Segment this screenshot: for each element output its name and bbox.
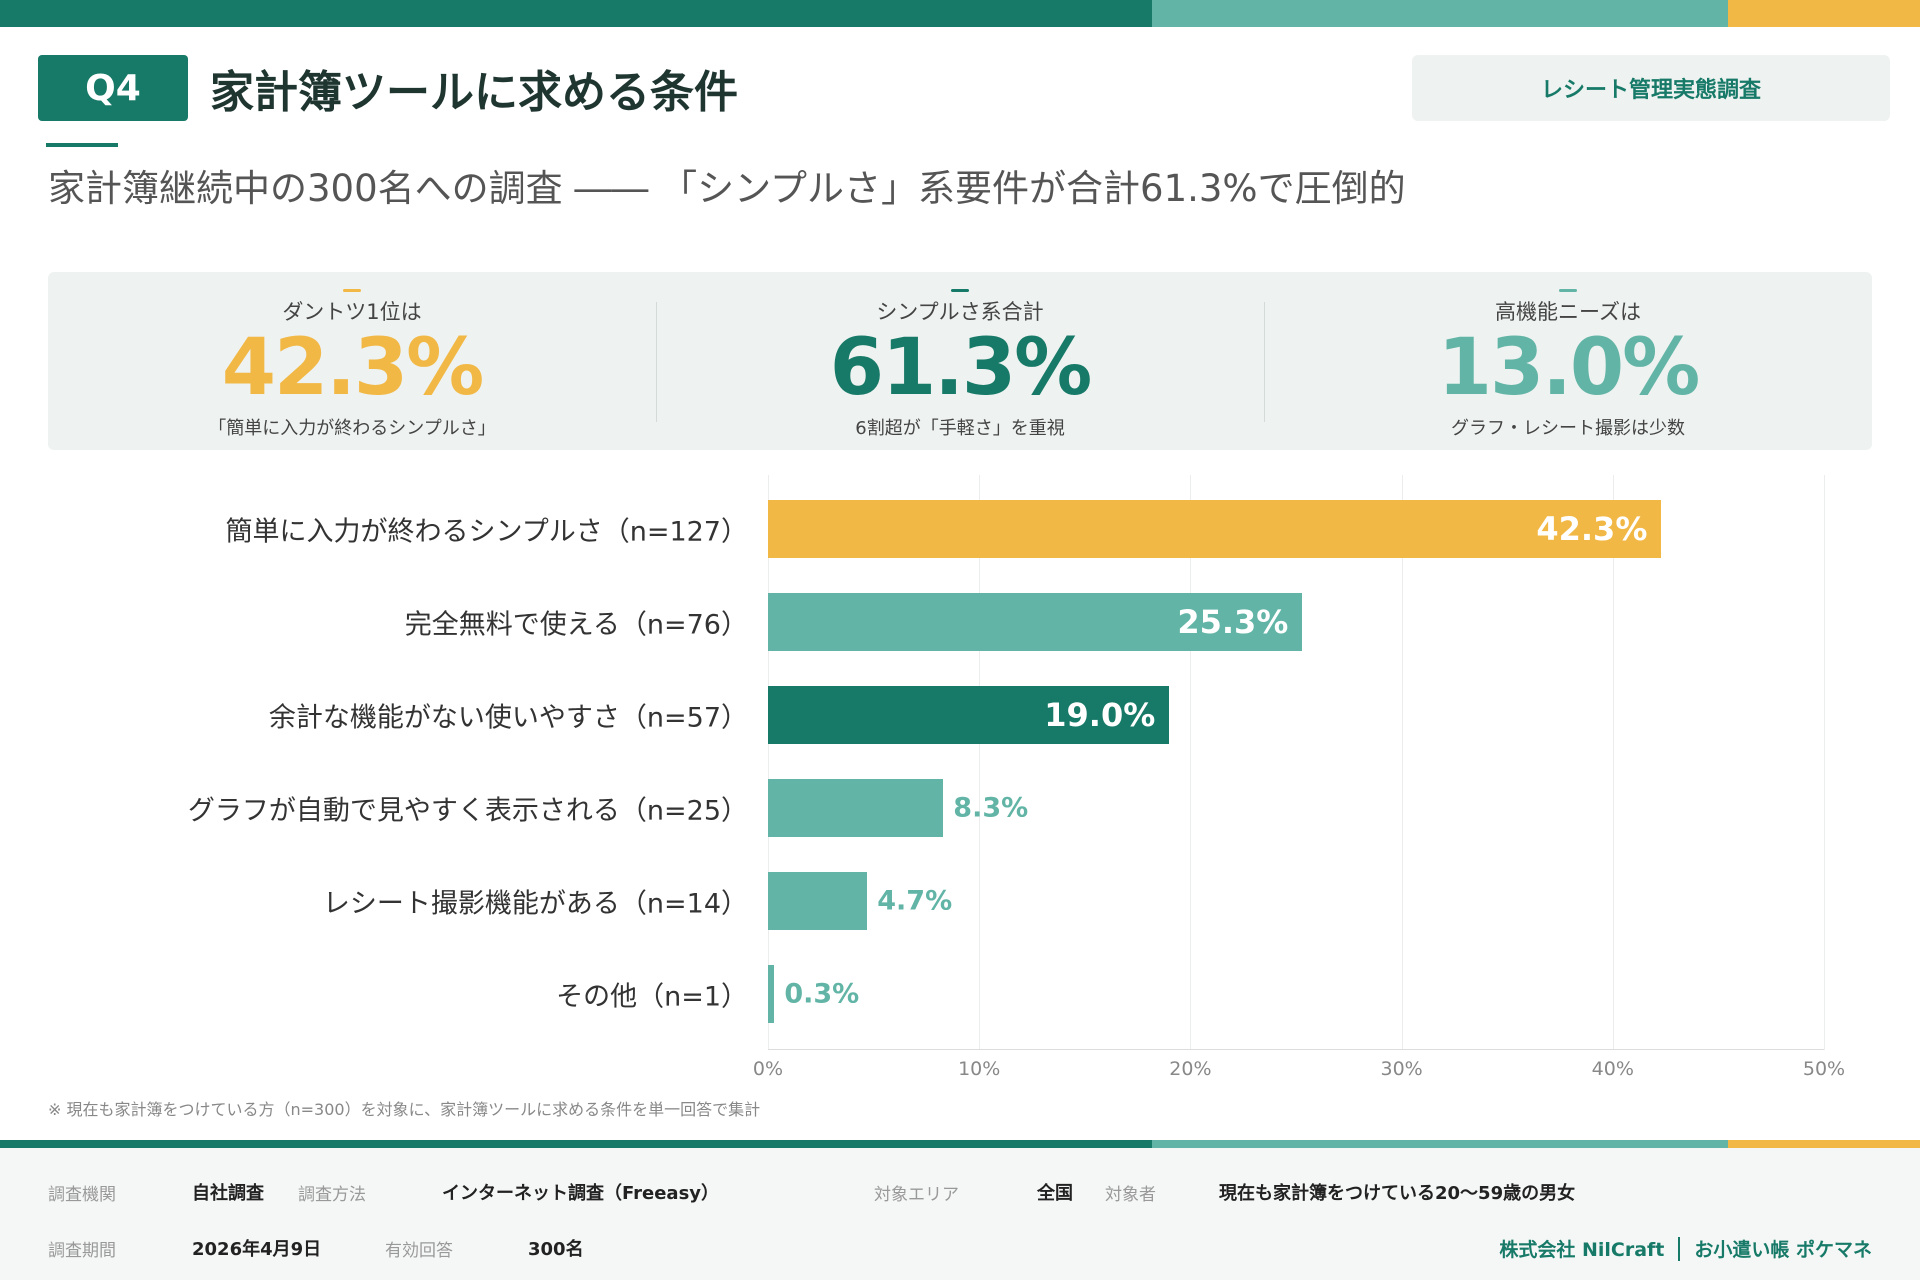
x-axis-line: [768, 1049, 1824, 1050]
x-tick-label: 20%: [1169, 1058, 1212, 1080]
product-name: お小遣い帳 ポケマネ: [1694, 1239, 1872, 1261]
x-tick-label: 10%: [958, 1058, 1001, 1080]
target-label: 対象者: [1105, 1185, 1156, 1205]
bar: [768, 965, 775, 1023]
period-label: 調査期間: [48, 1241, 116, 1261]
kpi-value: 13.0%: [1437, 323, 1701, 413]
company-name: 株式会社 NilCraft: [1499, 1239, 1665, 1261]
gridline: [979, 475, 981, 1050]
gridline: [1612, 475, 1614, 1050]
bar: 25.3%: [768, 593, 1303, 651]
target-value: 現在も家計簿をつけている20〜59歳の男女: [1219, 1183, 1576, 1204]
category-label: 簡単に入力が終わるシンプルさ（n=127）: [225, 516, 748, 548]
kpi-card: 高機能ニーズは 13.0% グラフ・レシート撮影は少数: [1264, 272, 1872, 450]
footnote: ※ 現在も家計簿をつけている方（n=300）を対象に、家計簿ツールに求める条件を…: [48, 1100, 761, 1119]
divider: [656, 302, 657, 422]
page-title: 家計簿ツールに求める条件: [210, 67, 738, 118]
kpi-label: 高機能ニーズは: [1495, 300, 1641, 324]
category-label: 余計な機能がない使いやすさ（n=57）: [268, 702, 748, 734]
data-label: 0.3%: [784, 978, 860, 1010]
valid-value: 300名: [528, 1239, 584, 1260]
org-label: 調査機関: [48, 1185, 116, 1205]
data-label: 4.7%: [877, 885, 953, 917]
org-value: 自社調査: [192, 1183, 264, 1204]
area-value: 全国: [1037, 1183, 1073, 1204]
data-label: 25.3%: [1177, 603, 1289, 641]
method-label: 調査方法: [298, 1185, 366, 1205]
divider: [1264, 302, 1265, 422]
period-value: 2026年4月9日: [192, 1239, 322, 1260]
kpi-value: 61.3%: [829, 323, 1093, 413]
category-label: その他（n=1）: [556, 981, 748, 1013]
x-tick-label: 40%: [1591, 1058, 1634, 1080]
kpi-sub: 6割超が「手軽さ」を重視: [855, 418, 1065, 439]
x-tick-label: 30%: [1380, 1058, 1423, 1080]
gridline: [1824, 475, 1825, 1050]
category-label: レシート撮影機能がある（n=14）: [322, 888, 748, 920]
kpi-sub: 「簡単に入力が終わるシンプルさ」: [208, 418, 496, 439]
divider: [1678, 1236, 1681, 1261]
gridline: [768, 475, 769, 1050]
bar: [768, 872, 868, 930]
category-label: 完全無料で使える（n=76）: [404, 609, 748, 641]
kpi-card: シンプルさ系合計 61.3% 6割超が「手軽さ」を重視: [656, 272, 1264, 450]
bar: 42.3%: [768, 500, 1662, 558]
valid-label: 有効回答: [385, 1241, 453, 1261]
top-color-bar: [0, 0, 1920, 27]
subtitle: 家計簿継続中の300名への調査 ―― 「シンプルさ」系要件が合計61.3%で圧倒…: [48, 167, 1406, 210]
kpi-sub: グラフ・レシート撮影は少数: [1451, 418, 1685, 439]
gridline: [1401, 475, 1403, 1050]
brand: 株式会社 NilCraft お小遣い帳 ポケマネ: [1499, 1235, 1872, 1262]
kpi-card: ダントツ1位は 42.3% 「簡単に入力が終わるシンプルさ」: [48, 272, 656, 450]
gridline: [1190, 475, 1192, 1050]
question-badge: Q4: [38, 55, 188, 121]
bar: [768, 779, 944, 837]
x-tick-label: 50%: [1802, 1058, 1846, 1080]
kpi-label: シンプルさ系合計: [876, 300, 1044, 324]
x-tick-label: 0%: [752, 1058, 784, 1080]
footer-color-bar: [0, 1140, 1920, 1148]
data-label: 19.0%: [1044, 696, 1156, 734]
survey-tag: レシート管理実態調査: [1412, 55, 1890, 121]
data-label: 42.3%: [1536, 510, 1648, 548]
category-label: グラフが自動で見やすく表示される（n=25）: [187, 795, 748, 827]
data-label: 8.3%: [953, 792, 1029, 824]
kpi-panel: ダントツ1位は 42.3% 「簡単に入力が終わるシンプルさ」 シンプルさ系合計 61.…: [48, 272, 1872, 450]
method-value: インターネット調査（Freeasy）: [442, 1183, 720, 1204]
kpi-value: 42.3%: [221, 323, 485, 413]
title-underline: [46, 143, 118, 147]
area-label: 対象エリア: [874, 1185, 959, 1205]
footer: [0, 1148, 1920, 1280]
bar: 19.0%: [768, 686, 1170, 744]
kpi-label: ダントツ1位は: [282, 300, 422, 324]
